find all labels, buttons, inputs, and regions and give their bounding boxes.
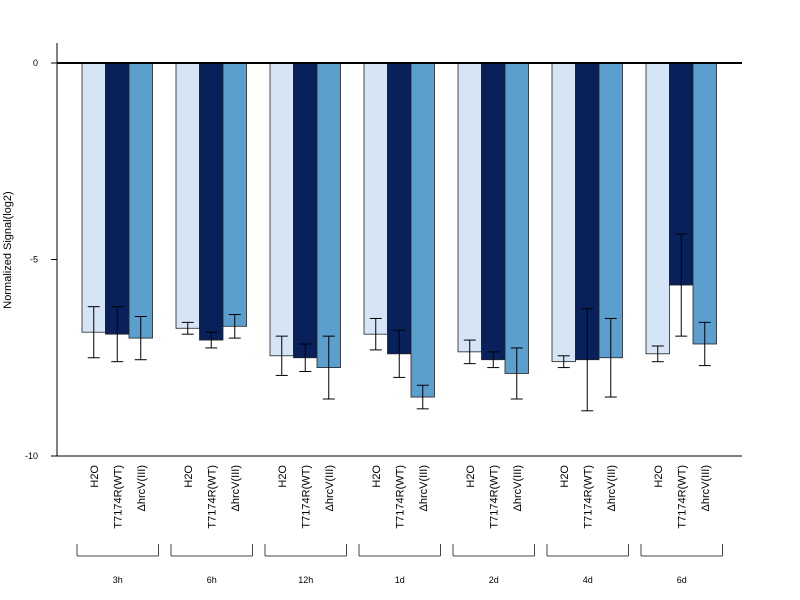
group-bracket <box>640 544 723 557</box>
bar <box>81 62 106 333</box>
y-axis-label: Normalized Signal(log2) <box>2 191 14 308</box>
group-label: 4d <box>583 575 593 585</box>
condition-label: ΔhrcV(III) <box>230 465 242 511</box>
error-bar <box>322 335 335 400</box>
error-bar <box>698 321 711 367</box>
group-label: 1d <box>395 575 405 585</box>
condition-label: T7174R(WT) <box>676 465 688 529</box>
bar <box>457 62 482 353</box>
condition-label: T7174R(WT) <box>112 465 124 529</box>
group-bracket <box>76 544 159 557</box>
error-bar <box>581 308 594 412</box>
condition-label: ΔhrcV(III) <box>512 465 524 511</box>
error-bar <box>181 321 194 335</box>
group-bracket <box>452 544 535 557</box>
group-label: 6d <box>677 575 687 585</box>
group-label: 12h <box>298 575 313 585</box>
y-tick-label: -10 <box>25 451 38 461</box>
bar <box>199 62 224 341</box>
condition-label: H2O <box>183 465 195 488</box>
error-bar <box>604 317 617 398</box>
y-tick-label: 0 <box>33 58 38 68</box>
group-label: 3h <box>113 575 123 585</box>
condition-label: H2O <box>89 465 101 488</box>
condition-label: ΔhrcV(III) <box>700 465 712 511</box>
bar <box>105 62 130 335</box>
bar <box>551 62 576 363</box>
error-bar <box>111 306 124 363</box>
bar <box>222 62 247 327</box>
error-bar <box>675 233 688 337</box>
bar <box>269 62 294 357</box>
error-bar <box>510 347 523 400</box>
error-bar <box>463 339 476 365</box>
condition-label: ΔhrcV(III) <box>418 465 430 511</box>
bar <box>504 62 529 374</box>
condition-label: T7174R(WT) <box>394 465 406 529</box>
condition-label: T7174R(WT) <box>300 465 312 529</box>
bar <box>692 62 717 345</box>
condition-label: ΔhrcV(III) <box>324 465 336 511</box>
bar <box>645 62 670 355</box>
bar <box>175 62 200 329</box>
bar <box>316 62 341 368</box>
error-bar <box>299 343 312 373</box>
group-label: 6h <box>207 575 217 585</box>
group-bracket <box>264 544 347 557</box>
group-bracket <box>358 544 441 557</box>
group-bracket <box>170 544 253 557</box>
condition-label: ΔhrcV(III) <box>136 465 148 511</box>
bar <box>410 62 435 398</box>
bar <box>128 62 153 339</box>
condition-label: H2O <box>465 465 477 488</box>
group-bracket <box>546 544 629 557</box>
error-bar <box>87 306 100 359</box>
condition-label: H2O <box>371 465 383 488</box>
error-bar <box>369 317 382 351</box>
error-bar <box>228 314 241 339</box>
condition-label: ΔhrcV(III) <box>606 465 618 511</box>
bar <box>293 62 318 359</box>
condition-label: T7174R(WT) <box>582 465 594 529</box>
error-bar <box>651 345 664 363</box>
bar <box>363 62 388 335</box>
error-bar <box>557 355 570 369</box>
error-bar <box>134 315 147 361</box>
condition-label: T7174R(WT) <box>206 465 218 529</box>
bar <box>387 62 412 355</box>
error-bar <box>393 329 406 378</box>
bar <box>598 62 623 359</box>
error-bar <box>416 384 429 410</box>
condition-label: T7174R(WT) <box>488 465 500 529</box>
error-bar <box>205 331 218 349</box>
condition-label: H2O <box>277 465 289 488</box>
condition-label: H2O <box>559 465 571 488</box>
error-bar <box>275 335 288 376</box>
condition-label: H2O <box>653 465 665 488</box>
bar <box>481 62 506 361</box>
group-label: 2d <box>489 575 499 585</box>
y-tick-label: -5 <box>30 255 38 265</box>
error-bar <box>487 351 500 369</box>
